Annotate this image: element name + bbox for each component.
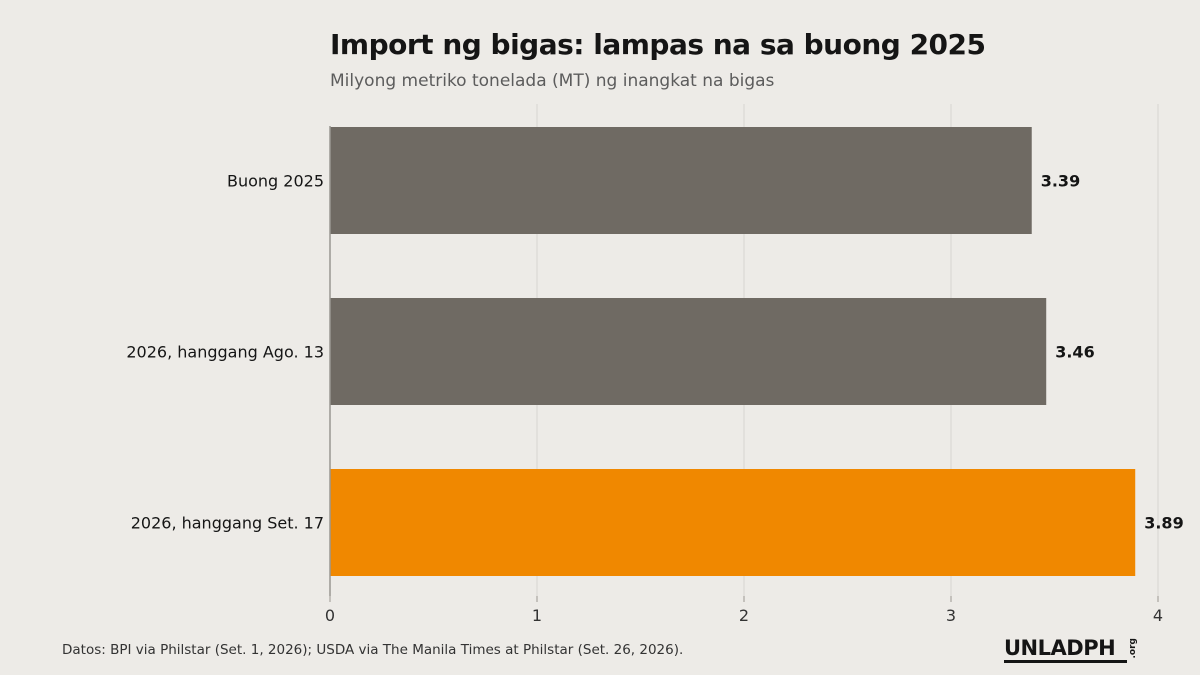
value-label: 3.89 bbox=[1144, 514, 1183, 533]
logo-wordmark: UNLADPH bbox=[1004, 636, 1116, 660]
bar bbox=[330, 469, 1136, 576]
bar bbox=[330, 127, 1032, 234]
value-label: 3.46 bbox=[1055, 343, 1094, 362]
logo-domain: .org bbox=[1128, 638, 1138, 659]
chart-subtitle: Milyong metriko tonelada (MT) ng inangka… bbox=[330, 71, 775, 91]
source-note: Datos: BPI via Philstar (Set. 1, 2026); … bbox=[62, 642, 684, 658]
x-tick-label: 4 bbox=[1153, 606, 1163, 625]
unladph-logo: UNLADPH .org bbox=[1004, 636, 1144, 664]
bar bbox=[330, 298, 1047, 405]
value-label: 3.39 bbox=[1041, 172, 1080, 191]
x-tick-label: 0 bbox=[325, 606, 335, 625]
category-label: 2026, hanggang Ago. 13 bbox=[126, 343, 324, 362]
category-label: 2026, hanggang Set. 17 bbox=[131, 514, 324, 533]
logo-underline bbox=[1004, 660, 1127, 663]
chart-title: Import ng bigas: lampas na sa buong 2025 bbox=[330, 28, 986, 61]
x-tick-label: 3 bbox=[946, 606, 956, 625]
x-tick-label: 2 bbox=[739, 606, 749, 625]
x-tick-label: 1 bbox=[532, 606, 542, 625]
category-label: Buong 2025 bbox=[227, 172, 324, 191]
